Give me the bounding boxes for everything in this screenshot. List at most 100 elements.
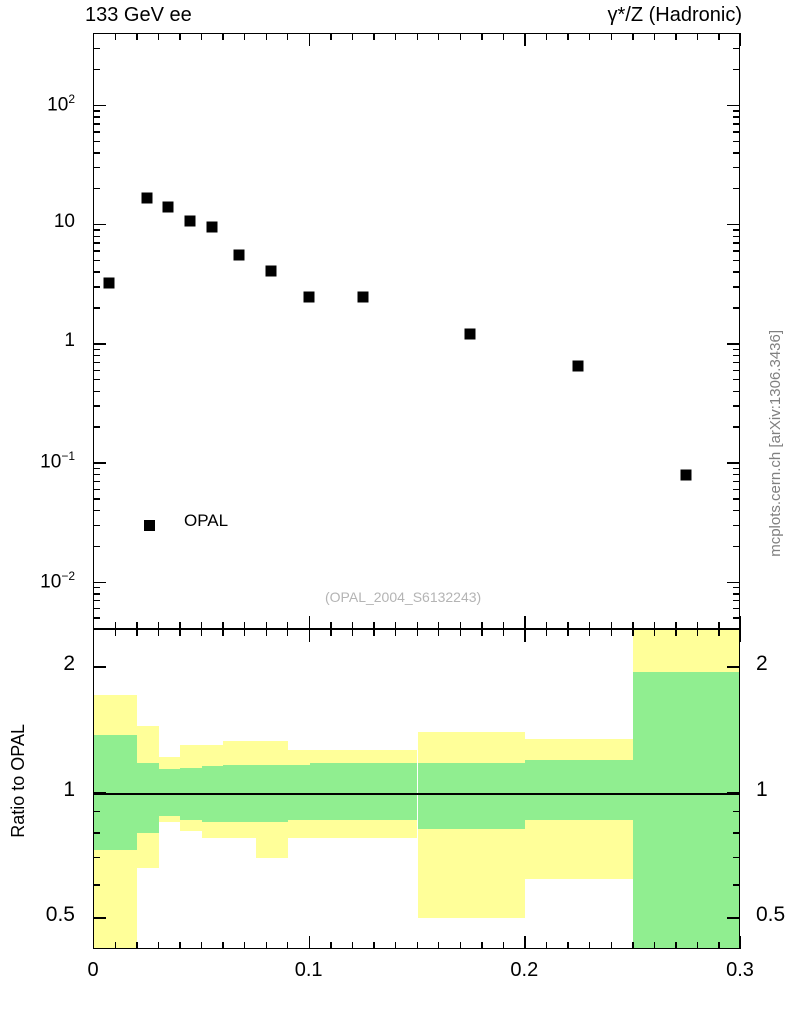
y-tick-main-right <box>727 343 740 345</box>
x-tick-main-top <box>287 33 289 40</box>
x-tick-ratio-top <box>675 629 677 636</box>
x-tick-main-bottom <box>502 622 505 629</box>
y-tick-main <box>93 68 100 71</box>
x-tick-ratio-top <box>287 629 289 636</box>
x-tick-main-top <box>222 33 224 40</box>
x-tick-main-bottom <box>459 622 462 629</box>
y-tick-main <box>93 167 100 169</box>
x-tick-ratio-top <box>157 629 160 636</box>
y-tick-main <box>93 524 100 527</box>
y-tick-main <box>93 600 100 602</box>
data-point-marker <box>141 192 153 204</box>
y-tick-ratio <box>93 884 100 886</box>
x-tick-ratio-top <box>459 629 462 636</box>
y-tick-main-right <box>733 259 740 262</box>
x-tick-ratio-bottom <box>632 942 634 949</box>
x-tick-ratio-top <box>93 629 95 642</box>
x-tick-main-top <box>136 33 138 40</box>
x-tick-main-bottom <box>567 622 569 629</box>
x-tick-ratio-top <box>394 629 397 636</box>
x-tick-ratio-top <box>308 629 311 642</box>
x-tick-main-top <box>502 33 505 40</box>
y-tick-main <box>93 390 100 392</box>
ratio-inner-band <box>137 762 159 834</box>
x-tick-ratio-top <box>696 629 699 636</box>
y-tick-main-right <box>733 47 740 50</box>
x-tick-ratio-bottom <box>93 936 95 949</box>
y-tick-main-right <box>733 250 740 252</box>
ratio-inner-band <box>158 769 181 817</box>
x-tick-ratio-bottom <box>351 942 354 949</box>
y-tick-ratio <box>93 832 100 834</box>
x-tick-ratio-bottom <box>502 942 505 949</box>
y-tick-main-right <box>733 390 740 392</box>
x-tick-ratio-top <box>502 629 505 636</box>
x-tick-ratio-bottom <box>394 942 397 949</box>
x-tick-main-top <box>308 33 311 46</box>
y-tick-main-right <box>733 354 740 357</box>
x-tick-ratio-top <box>114 629 116 636</box>
x-tick-main-bottom <box>653 622 656 629</box>
y-tick-main-right <box>733 509 740 512</box>
x-tick-ratio-bottom <box>179 942 181 949</box>
y-tick-main-right <box>733 235 740 237</box>
x-axis-label: 0 <box>87 959 99 981</box>
x-tick-ratio-bottom <box>222 942 224 949</box>
x-tick-ratio-top <box>438 629 440 636</box>
x-tick-main-top <box>610 33 612 40</box>
data-point-marker <box>572 360 584 372</box>
y-tick-main <box>93 369 100 371</box>
x-tick-main-bottom <box>351 622 354 629</box>
y-tick-main-right <box>733 361 740 364</box>
y-tick-main <box>93 473 100 476</box>
y-tick-main-right <box>733 488 740 491</box>
y-tick-ratio <box>93 791 106 794</box>
x-tick-main-top <box>243 33 246 40</box>
y-tick-main <box>93 498 100 500</box>
x-tick-ratio-bottom <box>438 942 440 949</box>
y-tick-main <box>93 617 100 619</box>
y-tick-main <box>93 47 100 50</box>
ratio-inner-band <box>417 762 526 829</box>
x-tick-ratio-top <box>179 629 181 636</box>
data-point-marker <box>184 215 196 227</box>
y-tick-main <box>93 131 100 133</box>
x-tick-ratio-bottom <box>459 942 462 949</box>
y-tick-main <box>93 104 106 107</box>
x-tick-ratio-bottom <box>481 942 483 949</box>
y-tick-main-right <box>733 600 740 602</box>
data-point-marker <box>464 328 476 340</box>
y-tick-main-right <box>733 229 740 231</box>
x-tick-main-bottom <box>438 622 440 629</box>
x-tick-main-top <box>438 33 440 40</box>
x-tick-ratio-bottom <box>610 942 612 949</box>
x-axis-label: 0.1 <box>294 959 323 981</box>
y-tick-main <box>93 188 100 190</box>
y-tick-main <box>93 509 100 512</box>
x-tick-ratio-bottom <box>524 936 526 949</box>
data-point-marker <box>680 469 692 481</box>
y-tick-main <box>93 480 100 483</box>
y-tick-main-right <box>733 131 740 133</box>
y-tick-main-right <box>733 617 740 619</box>
x-tick-ratio-top <box>330 629 332 636</box>
y-tick-main <box>93 140 100 143</box>
data-point-marker <box>357 291 369 303</box>
x-tick-main-top <box>675 33 677 40</box>
x-tick-ratio-bottom <box>157 942 160 949</box>
data-point-marker <box>162 201 174 213</box>
ratio-reference-line <box>94 792 739 795</box>
x-tick-ratio-bottom <box>136 942 138 949</box>
data-point-marker <box>265 265 277 277</box>
x-tick-main-top <box>200 33 203 40</box>
data-point-marker <box>303 291 315 303</box>
y-tick-ratio-right <box>733 811 740 813</box>
y-tick-main-right <box>733 473 740 476</box>
x-tick-ratio-bottom <box>675 942 677 949</box>
y-axis-label-ratio-right: 0.5 <box>756 903 786 927</box>
y-tick-ratio-right <box>733 832 740 834</box>
y-tick-ratio <box>93 917 106 919</box>
x-tick-ratio-bottom <box>545 942 548 949</box>
x-tick-main-bottom <box>222 622 224 629</box>
